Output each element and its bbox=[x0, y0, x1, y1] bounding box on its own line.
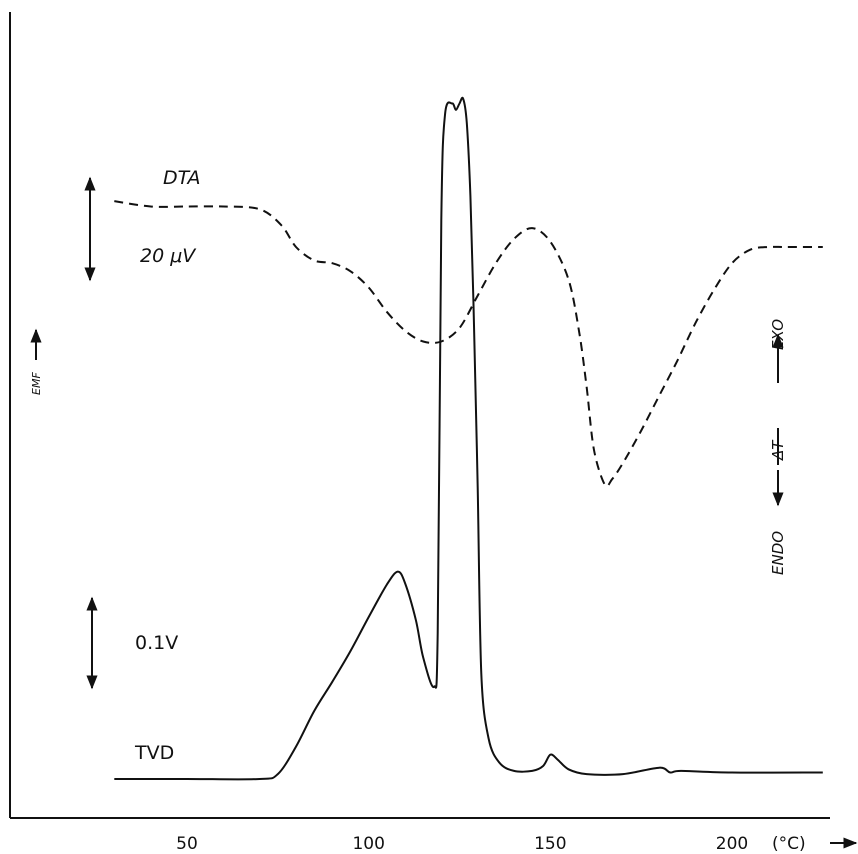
x-unit-label: (°C) bbox=[772, 834, 806, 854]
tvd-series-label: TVD bbox=[134, 742, 174, 764]
y-axis-label: EMF bbox=[30, 372, 43, 395]
x-tick-label: 150 bbox=[534, 834, 566, 854]
dta-series-label: DTA bbox=[163, 167, 201, 189]
x-tick-label: 50 bbox=[176, 834, 198, 854]
dta-line bbox=[114, 200, 823, 488]
tvd-scale-label: 0.1V bbox=[135, 632, 178, 654]
dta-scale-label: 20 μV bbox=[140, 245, 197, 267]
tvd-line bbox=[114, 96, 823, 781]
right-axis-endo: ENDO bbox=[769, 531, 787, 575]
x-tick-label: 100 bbox=[352, 834, 384, 854]
x-tick-label: 200 bbox=[716, 834, 748, 854]
